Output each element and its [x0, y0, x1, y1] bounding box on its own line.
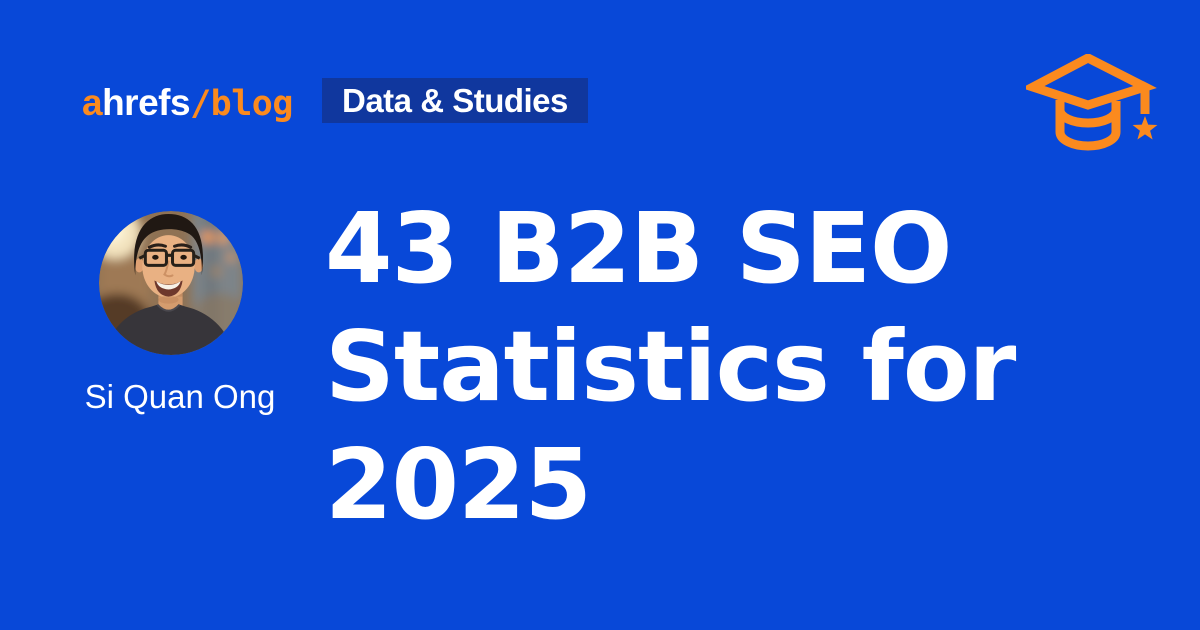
post-title-line: 2025: [325, 428, 592, 541]
graduation-cap-icon: [1026, 54, 1158, 151]
logo-part-hrefs: hrefs: [102, 82, 191, 123]
post-title-line: Statistics for: [325, 310, 1016, 423]
star-icon: [1132, 116, 1158, 140]
logo-part-blog: /blog: [190, 84, 293, 124]
ahrefs-blog-logo[interactable]: ahrefs/blog: [82, 82, 293, 124]
author-name: Si Quan Ong: [84, 378, 276, 415]
post-title: 43 B2B SEO Statistics for 2025: [325, 190, 1016, 544]
post-title-line: 43 B2B SEO: [325, 192, 952, 305]
logo-part-a: a: [82, 82, 103, 123]
author-avatar: [99, 211, 243, 355]
category-badge[interactable]: Data & Studies: [322, 78, 588, 123]
category-badge-label: Data & Studies: [342, 82, 568, 119]
